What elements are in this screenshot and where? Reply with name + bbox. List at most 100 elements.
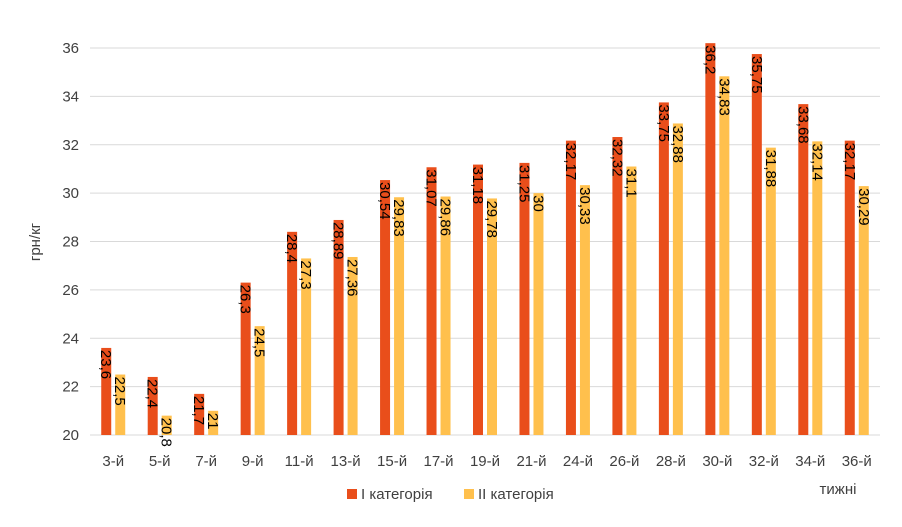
data-label: 30 [529, 195, 546, 212]
data-label: 33,68 [794, 106, 811, 144]
bar [426, 167, 437, 435]
x-tick-label: 9-й [242, 453, 264, 470]
x-axis-ticks: 3-й 5-й 7-й 9-й 11-й 13-й 15-й 17-й 19-й 21-й 24-й… [102, 453, 871, 470]
bar [579, 185, 590, 435]
data-label: 31,88 [762, 150, 779, 188]
bar [147, 376, 158, 435]
data-label: 33,75 [655, 104, 672, 142]
data-label: 36,2 [701, 45, 718, 74]
legend-swatch [347, 489, 357, 499]
x-tick-label: 26-й [609, 453, 639, 470]
y-tick-label: 30 [62, 185, 79, 202]
data-label: 23,6 [97, 350, 114, 379]
data-label: 32,32 [608, 139, 625, 177]
bar [519, 162, 530, 435]
bar [333, 219, 344, 435]
bar [394, 197, 405, 435]
data-label: 29,86 [437, 199, 454, 237]
y-tick-label: 28 [62, 234, 79, 251]
data-label: 28,4 [283, 234, 300, 263]
y-tick-label: 22 [62, 379, 79, 396]
data-label: 31,1 [622, 169, 639, 198]
data-label: 21,7 [190, 396, 207, 425]
x-tick-label: 28-й [656, 453, 686, 470]
bar [115, 374, 126, 435]
y-tick-label: 26 [62, 282, 79, 299]
legend-entry: І категорія [361, 486, 433, 503]
data-label: 30,54 [376, 182, 393, 220]
bar [240, 282, 251, 435]
bar [208, 410, 219, 435]
data-label: 31,07 [423, 169, 440, 207]
data-label: 20,8 [158, 418, 175, 447]
x-tick-label: 24-й [563, 453, 593, 470]
x-tick-label: 13-й [331, 453, 361, 470]
data-label: 28,89 [330, 222, 347, 260]
x-tick-label: 11-й [285, 453, 314, 470]
bar [858, 186, 869, 435]
bar [380, 180, 391, 435]
data-label: 31,18 [469, 167, 486, 205]
bar [254, 326, 265, 435]
legend-swatch [464, 489, 474, 499]
bar [705, 43, 716, 435]
bar [765, 147, 776, 435]
y-tick-label: 32 [62, 137, 79, 154]
bar [844, 140, 855, 435]
data-labels: 23,622,5 22,4 20,8 21,721 26,3 24,5 28,427,3 28… [97, 45, 872, 447]
data-label: 27,3 [297, 260, 314, 289]
x-tick-label: 32-й [749, 453, 779, 470]
data-label: 32,14 [808, 143, 825, 181]
data-label: 30,29 [855, 188, 872, 226]
data-label: 27,36 [344, 259, 361, 297]
y-tick-label: 36 [62, 40, 79, 57]
bar [194, 393, 205, 435]
bar [101, 347, 112, 435]
bar [473, 164, 483, 436]
data-label: 31,25 [515, 165, 532, 203]
data-label: 32,17 [562, 143, 579, 181]
data-label: 26,3 [237, 285, 254, 314]
x-tick-label: 3-й [102, 453, 124, 470]
data-label: 35,75 [748, 56, 765, 94]
bar [347, 256, 358, 435]
data-label: 22,5 [111, 377, 128, 406]
bar [798, 104, 809, 436]
bar [612, 137, 623, 435]
y-axis-ticks: 20 22 24 26 28 30 32 34 36 [62, 40, 79, 444]
legend: І категорія ІІ категорія [347, 486, 554, 503]
x-tick-label: 15-й [377, 453, 407, 470]
data-label: 34,83 [715, 78, 732, 116]
y-tick-label: 24 [62, 330, 79, 347]
x-tick-label: 5-й [149, 453, 171, 470]
bar [487, 198, 497, 435]
x-tick-label: 7-й [195, 453, 217, 470]
bar [719, 76, 730, 435]
y-axis-title: грн/кг [27, 222, 44, 261]
x-tick-label: 30-й [702, 453, 732, 470]
bar [812, 141, 823, 435]
bar [565, 140, 576, 435]
x-axis-title: тижні [820, 481, 857, 498]
bar [287, 231, 298, 435]
bar [301, 258, 312, 435]
x-tick-label: 36-й [842, 453, 872, 470]
x-tick-label: 21-й [516, 453, 546, 470]
bar [161, 415, 172, 435]
data-label: 29,83 [390, 199, 407, 237]
bar [533, 193, 544, 435]
bar [658, 102, 669, 435]
data-label: 30,33 [576, 187, 593, 225]
x-tick-label: 19-й [470, 453, 500, 470]
data-label: 21 [204, 413, 221, 430]
data-label: 32,17 [841, 143, 858, 181]
data-label: 22,4 [144, 379, 161, 408]
bar [626, 166, 637, 436]
x-tick-label: 34-й [795, 453, 825, 470]
legend-entry: ІІ категорія [478, 486, 554, 503]
y-tick-label: 34 [62, 88, 79, 105]
data-label: 29,78 [483, 200, 500, 238]
bars [101, 43, 869, 436]
data-label: 32,88 [669, 125, 686, 163]
